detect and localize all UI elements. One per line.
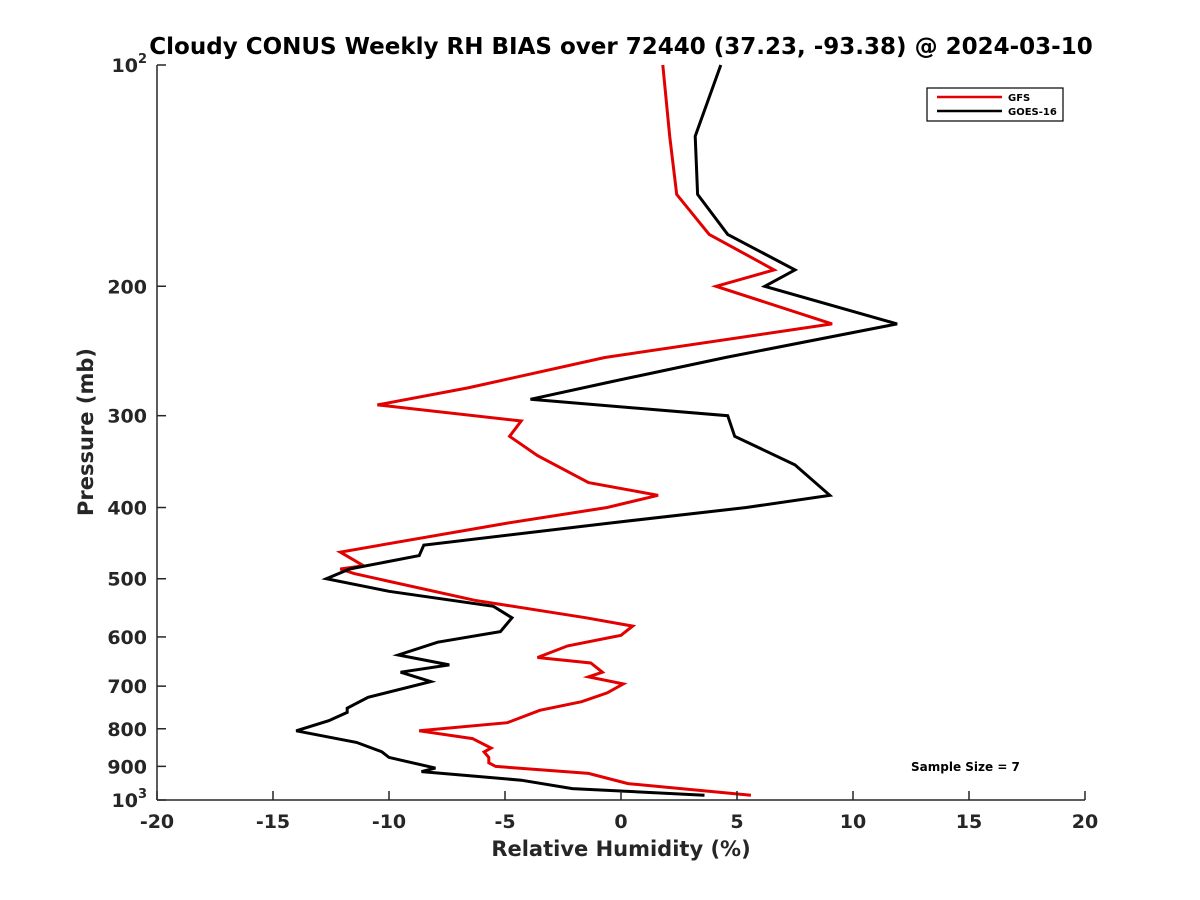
y-tick-label: 200 <box>107 276 147 298</box>
series-layer <box>295 64 898 797</box>
x-tick-label: -10 <box>372 811 406 833</box>
x-tick-label: 5 <box>730 811 743 833</box>
y-axis-ticks: 102 200 300 400 500 600 700 800 900 103 <box>107 52 166 812</box>
x-tick-label: 15 <box>956 811 982 833</box>
y-tick-label: 500 <box>107 569 147 591</box>
y-tick-label: 103 <box>112 787 148 812</box>
x-axis-label: Relative Humidity (%) <box>491 837 750 861</box>
legend-box <box>926 87 1064 122</box>
x-tick-label: -15 <box>256 811 290 833</box>
series-line-gfs <box>336 64 833 797</box>
chart-title: Cloudy CONUS Weekly RH BIAS over 72440 (… <box>149 34 1092 60</box>
sample-size-annotation: Sample Size = 7 <box>911 760 1020 774</box>
y-tick-label: 400 <box>107 498 147 520</box>
x-tick-label: 10 <box>840 811 866 833</box>
y-tick-label: 102 <box>112 52 148 77</box>
y-tick-label: 600 <box>107 627 147 649</box>
y-axis-label: Pressure (mb) <box>74 348 98 516</box>
x-tick-label: -5 <box>494 811 515 833</box>
x-tick-label: 20 <box>1072 811 1098 833</box>
y-tick-label: 300 <box>107 406 147 428</box>
series-line-goes16 <box>295 64 898 797</box>
x-tick-label: 0 <box>614 811 627 833</box>
y-tick-label: 700 <box>107 676 147 698</box>
x-tick-label: -20 <box>140 811 174 833</box>
y-tick-label: 900 <box>107 756 147 778</box>
legend: GFS GOES-16 <box>926 87 1064 122</box>
y-tick-label: 800 <box>107 719 147 741</box>
x-axis-ticks: -20 -15 -10 -5 0 5 10 15 20 <box>140 791 1098 833</box>
legend-label-goes16: GOES-16 <box>1008 107 1057 118</box>
legend-label-gfs: GFS <box>1008 93 1030 104</box>
